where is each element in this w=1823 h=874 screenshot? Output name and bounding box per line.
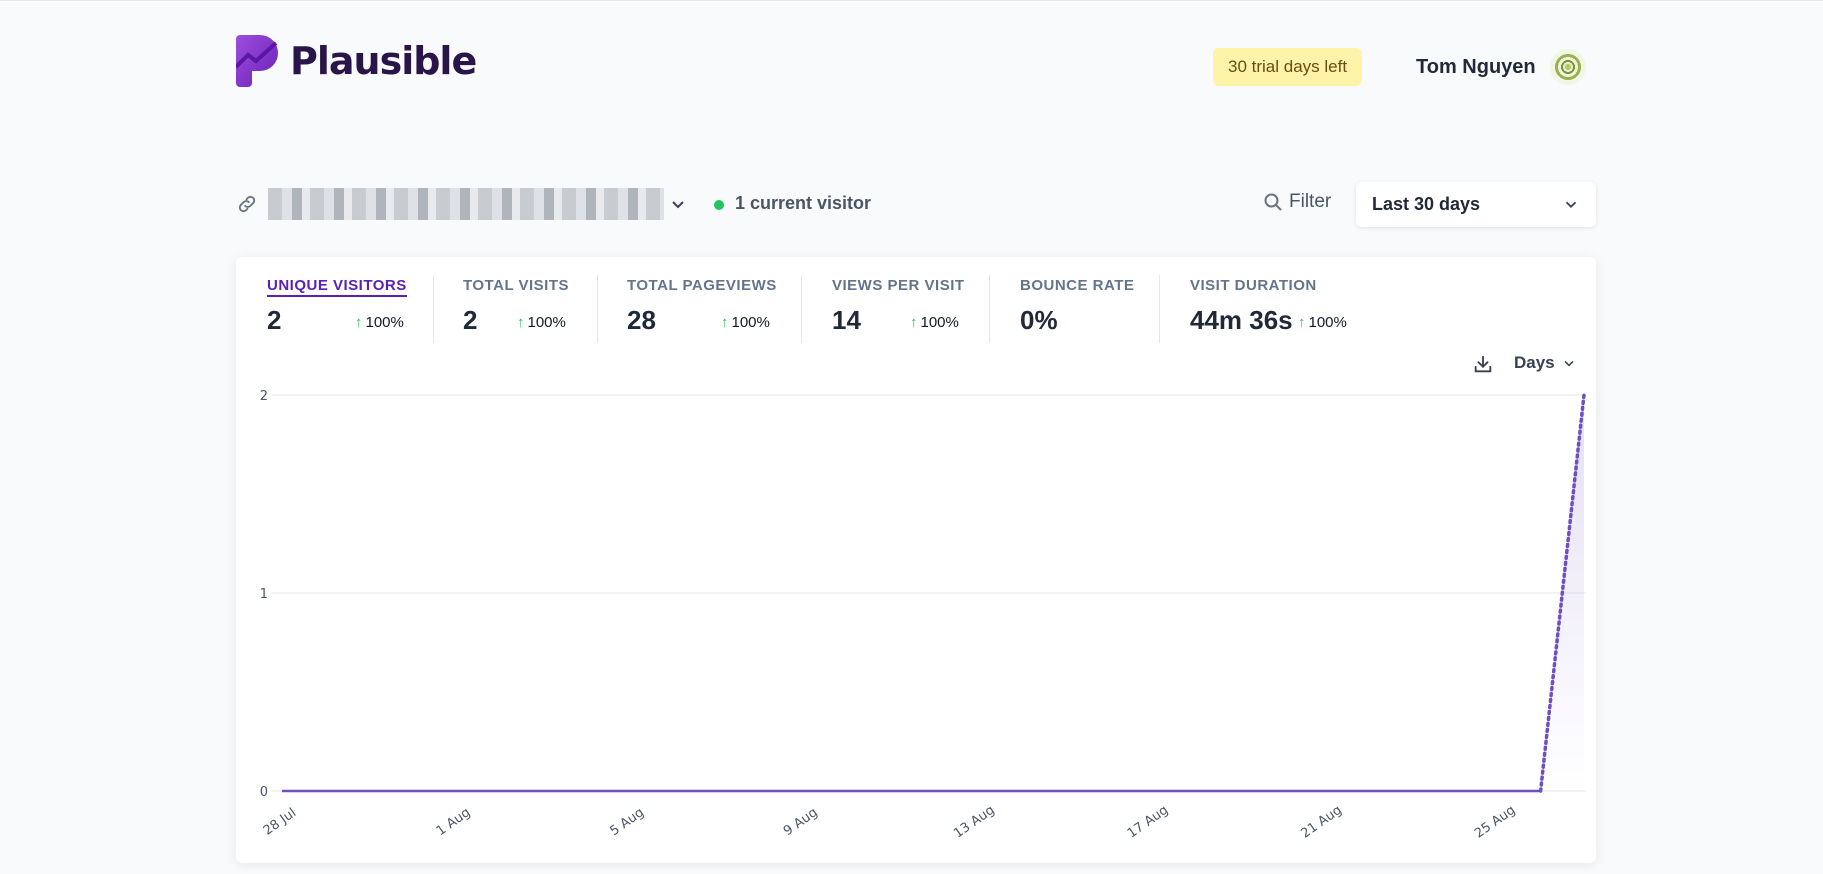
link-icon — [238, 195, 256, 213]
metric-change-value: 100% — [527, 314, 566, 331]
metric-total-visits[interactable]: TOTAL VISITS 2 ↑ 100% — [463, 277, 583, 343]
x-tick-label: 9 Aug — [781, 805, 821, 839]
visitors-line-chart[interactable]: 0 1 2 28 Jul 1 Aug 5 Aug 9 Aug 13 Aug 17 Aug 21 A… — [236, 377, 1596, 857]
arrow-up-icon: ↑ — [517, 314, 525, 331]
metric-divider — [597, 275, 598, 343]
metric-divider — [433, 275, 434, 343]
metric-bounce-rate[interactable]: BOUNCE RATE 0% — [1020, 277, 1140, 343]
current-visitors-link[interactable]: 1 current visitor — [735, 193, 872, 213]
metric-total-pageviews[interactable]: TOTAL PAGEVIEWS 28 ↑ 100% — [627, 277, 787, 343]
arrow-up-icon: ↑ — [355, 314, 363, 331]
x-tick-label: 1 Aug — [434, 805, 474, 839]
x-tick-label: 25 Aug — [1472, 803, 1518, 842]
chevron-down-icon — [1565, 201, 1577, 208]
metric-label: BOUNCE RATE — [1020, 277, 1135, 294]
metric-label: TOTAL VISITS — [463, 277, 570, 294]
metric-label: VISIT DURATION — [1190, 277, 1317, 294]
header: Plausible 30 trial days left Tom Nguyen — [236, 33, 1596, 93]
x-tick-label: 28 Jul — [261, 806, 299, 839]
download-icon[interactable] — [1472, 353, 1494, 375]
metric-divider — [989, 275, 990, 343]
filter-label: Filter — [1289, 191, 1332, 212]
metric-divider — [801, 275, 802, 343]
metric-change: ↑ 100% — [910, 314, 959, 331]
metric-change-value: 100% — [920, 314, 959, 331]
metric-change-value: 100% — [731, 314, 770, 331]
metric-label: UNIQUE VISITORS — [267, 277, 407, 297]
site-switcher-blurred-domain[interactable] — [268, 188, 664, 220]
live-dot-icon — [714, 200, 724, 210]
metric-change: ↑ 100% — [355, 314, 404, 331]
period-select[interactable]: Last 30 days — [1356, 182, 1596, 227]
metric-change: ↑ 100% — [1298, 314, 1347, 331]
x-tick-label: 5 Aug — [607, 805, 647, 839]
interval-label: Days — [1514, 353, 1555, 372]
arrow-up-icon: ↑ — [721, 314, 729, 331]
metric-value: 28 — [627, 305, 656, 335]
metric-change: ↑ 100% — [517, 314, 566, 331]
x-tick-label: 13 Aug — [951, 803, 997, 842]
metric-change-value: 100% — [1308, 314, 1347, 331]
chevron-down-icon[interactable] — [668, 194, 688, 214]
y-tick-label: 0 — [260, 785, 268, 800]
metric-unique-visitors[interactable]: UNIQUE VISITORS 2 ↑ 100% — [267, 277, 407, 343]
metric-value: 0% — [1020, 305, 1058, 335]
metric-label: VIEWS PER VISIT — [832, 277, 965, 294]
y-tick-label: 1 — [260, 587, 268, 602]
filter-button[interactable]: Filter — [1263, 191, 1331, 213]
search-icon — [1264, 193, 1282, 211]
metric-value: 2 — [463, 305, 478, 335]
main-graph-card: UNIQUE VISITORS 2 ↑ 100% TOTAL VISITS 2 ↑… — [236, 257, 1596, 863]
arrow-up-icon: ↑ — [1298, 314, 1306, 331]
series-line-incomplete — [1538, 393, 1586, 793]
metric-divider — [1159, 275, 1160, 343]
metric-value: 14 — [832, 305, 861, 335]
y-tick-label: 2 — [260, 389, 268, 404]
user-menu[interactable]: Tom Nguyen — [1416, 49, 1586, 85]
plausible-logo[interactable]: Plausible — [236, 33, 477, 89]
arrow-up-icon: ↑ — [910, 314, 918, 331]
metric-change-value: 100% — [365, 314, 404, 331]
avatar[interactable] — [1549, 49, 1586, 85]
interval-select[interactable]: Days — [1514, 353, 1577, 373]
chevron-down-icon — [1564, 360, 1574, 367]
period-label: Last 30 days — [1372, 194, 1481, 214]
metric-change: ↑ 100% — [721, 314, 770, 331]
x-tick-label: 21 Aug — [1298, 803, 1344, 842]
user-name: Tom Nguyen — [1416, 55, 1536, 78]
x-tick-label: 17 Aug — [1125, 803, 1171, 842]
metric-value: 2 — [267, 305, 282, 335]
metric-visit-duration[interactable]: VISIT DURATION 44m 36s ↑ 100% — [1190, 277, 1390, 343]
plausible-logo-icon — [236, 35, 278, 87]
site-toolbar: 1 current visitor Filter Last 30 days — [236, 181, 1596, 227]
brand-name: Plausible — [290, 39, 477, 83]
metric-value: 44m 36s — [1190, 305, 1293, 335]
trial-badge[interactable]: 30 trial days left — [1213, 48, 1363, 86]
metric-label: TOTAL PAGEVIEWS — [627, 277, 777, 294]
metric-views-per-visit[interactable]: VIEWS PER VISIT 14 ↑ 100% — [832, 277, 982, 343]
